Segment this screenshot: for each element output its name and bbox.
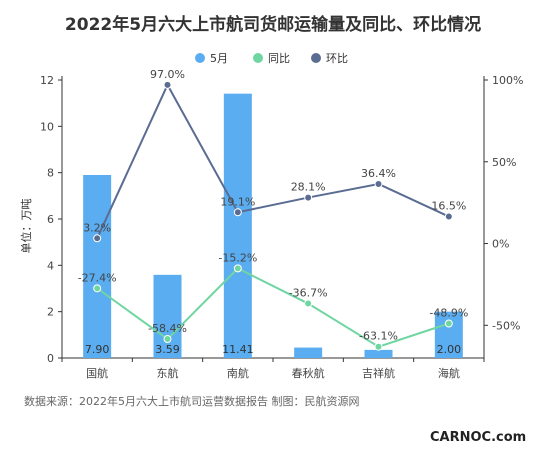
mom-line bbox=[96, 82, 450, 239]
chart-title: 2022年5月六大上市航司货邮运输量及同比、环比情况 bbox=[65, 14, 481, 35]
bar-value-label: 2.00 bbox=[437, 343, 462, 356]
x-tick-label: 国航 bbox=[86, 366, 108, 380]
bar bbox=[364, 349, 393, 358]
bar-value-label: 11.41 bbox=[222, 343, 254, 356]
x-tick-label: 吉祥航 bbox=[362, 366, 395, 380]
x-tick-label: 东航 bbox=[157, 366, 179, 380]
yoy-data-label: -27.4% bbox=[78, 271, 117, 284]
y2-tick-label: 100% bbox=[492, 74, 523, 87]
legend-marker bbox=[253, 53, 263, 63]
plot-area: 0 2 4 6 8 10 12 100% 50% 0% -50% 国航 东航 南航 春秋航 吉祥航 海航 7.90… bbox=[40, 68, 523, 380]
y-tick-label: 10 bbox=[40, 120, 54, 133]
legend-label: 5月 bbox=[210, 52, 228, 65]
mom-data-label: 19.1% bbox=[220, 195, 255, 208]
y-tick-label: 2 bbox=[47, 306, 54, 319]
mom-point bbox=[444, 212, 453, 221]
yoy-data-label: -48.9% bbox=[429, 306, 468, 319]
mom-data-label: 3.2% bbox=[83, 221, 111, 234]
bar bbox=[153, 274, 182, 358]
yoy-data-label: -36.7% bbox=[289, 287, 328, 300]
y-tick-label: 8 bbox=[47, 167, 54, 180]
legend: 5月 同比 环比 bbox=[195, 52, 348, 65]
yoy-line bbox=[96, 267, 450, 348]
mom-point bbox=[304, 193, 313, 202]
yoy-data-label: -63.1% bbox=[359, 330, 398, 343]
mom-point bbox=[233, 208, 242, 217]
mom-data-label: 16.5% bbox=[431, 200, 466, 213]
y2-tick-label: 50% bbox=[492, 156, 516, 169]
y-tick-label: 4 bbox=[47, 259, 54, 272]
bar-value-label: 3.59 bbox=[155, 343, 180, 356]
source-note: 数据来源：2022年5月六大上市航司运营数据报告 制图：民航资源网 bbox=[24, 394, 360, 408]
x-tick-label: 南航 bbox=[227, 366, 249, 380]
mom-data-label: 28.1% bbox=[291, 181, 326, 194]
mom-point bbox=[163, 80, 172, 89]
yoy-point bbox=[233, 264, 242, 273]
legend-marker bbox=[195, 53, 205, 63]
watermark-text: CARNOC.com bbox=[430, 430, 526, 445]
y2-tick-label: -50% bbox=[492, 319, 520, 332]
watermark: CARNOC.com bbox=[430, 430, 526, 445]
yoy-data-label: -58.4% bbox=[148, 322, 187, 335]
yoy-point bbox=[374, 342, 383, 351]
y-tick-label: 6 bbox=[47, 213, 54, 226]
mom-point bbox=[93, 234, 102, 243]
x-tick-label: 春秋航 bbox=[292, 366, 325, 380]
bar bbox=[83, 174, 112, 358]
yoy-point bbox=[304, 299, 313, 308]
legend-label: 同比 bbox=[268, 52, 290, 65]
bar bbox=[223, 93, 252, 358]
y-axis-title: 单位：万吨 bbox=[19, 199, 33, 254]
y-tick-label: 12 bbox=[40, 74, 54, 87]
yoy-point bbox=[444, 319, 453, 328]
mom-point bbox=[374, 180, 383, 189]
bar bbox=[294, 347, 323, 358]
x-tick-label: 海航 bbox=[438, 366, 460, 380]
bar-value-label: 7.90 bbox=[85, 343, 110, 356]
legend-label: 环比 bbox=[326, 52, 348, 65]
bar bbox=[434, 311, 463, 358]
yoy-data-label: -15.2% bbox=[218, 251, 257, 264]
yoy-point bbox=[163, 335, 172, 344]
y-tick-label: 0 bbox=[47, 352, 54, 365]
yoy-point bbox=[93, 284, 102, 293]
y2-tick-label: 0% bbox=[492, 238, 509, 251]
legend-marker bbox=[311, 53, 321, 63]
mom-data-label: 36.4% bbox=[361, 167, 396, 180]
mom-data-label: 97.0% bbox=[150, 68, 185, 81]
